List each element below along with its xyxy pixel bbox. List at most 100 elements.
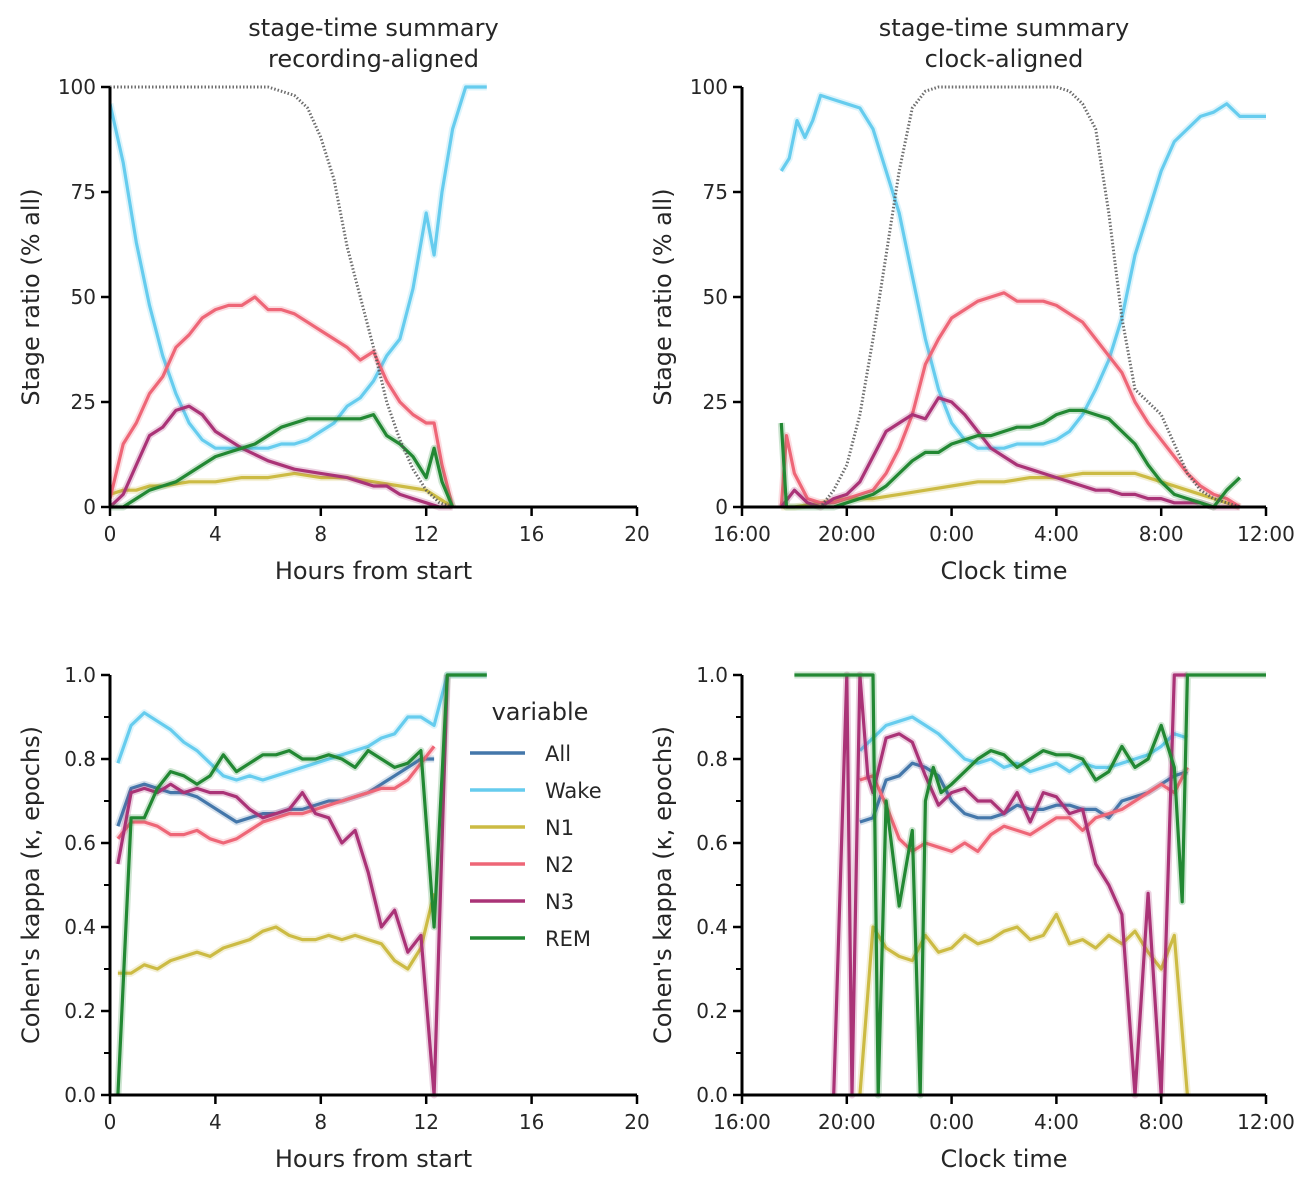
x-tick-label: 16 — [519, 1110, 544, 1134]
y-tick-label: 50 — [71, 285, 96, 309]
y-tick-label: 0.4 — [696, 915, 728, 939]
legend-label-n2: N2 — [545, 853, 574, 877]
x-tick-label: 0 — [104, 1110, 117, 1134]
y-tick-label: 25 — [71, 390, 96, 414]
chart-title-line: recording-aligned — [268, 45, 479, 73]
y-tick-label: 75 — [703, 180, 728, 204]
chart-title-line: stage-time summary — [879, 14, 1129, 42]
series-line-n3 — [110, 404, 453, 509]
y-tick-label: 1.0 — [696, 663, 728, 687]
y-tick-label: 0.2 — [696, 999, 728, 1023]
series-group — [794, 671, 1266, 1099]
x-tick-label: 0:00 — [929, 522, 974, 546]
series-line-n2 — [110, 295, 455, 508]
legend-label-n3: N3 — [545, 890, 574, 914]
legend: variable All Wake N1 N2 N3 REM — [470, 698, 602, 951]
panel-2: 16:00 20:00 0:00 4:00 8:00 12:00 0 25 50 75 100 Clo… — [649, 14, 1295, 585]
x-tick-label: 0:00 — [929, 1110, 974, 1134]
y-tick-label: 0 — [83, 495, 96, 519]
y-tick-label: 75 — [71, 180, 96, 204]
x-tick-label: 20 — [624, 522, 649, 546]
y-axis-label: Cohen's kappa (κ, epochs) — [649, 726, 677, 1044]
series-line-wake — [110, 85, 487, 450]
legend-label-wake: Wake — [545, 779, 602, 803]
y-tick-label: 0.2 — [64, 999, 96, 1023]
y-axis-label: Cohen's kappa (κ, epochs) — [17, 726, 45, 1044]
x-tick-label: 4:00 — [1034, 522, 1079, 546]
y-axis-label: Stage ratio (% all) — [17, 188, 45, 405]
ci-band-n1 — [117, 892, 438, 977]
y-tick-label: 100 — [58, 75, 96, 99]
series-line-rem — [779, 408, 1241, 509]
chart-title-line: stage-time summary — [248, 14, 498, 42]
legend-label-n1: N1 — [545, 816, 574, 840]
x-tick-label: 12:00 — [1237, 1110, 1295, 1134]
x-tick-label: 4 — [209, 1110, 222, 1134]
x-tick-label: 12:00 — [1237, 522, 1295, 546]
y-tick-label: 50 — [703, 285, 728, 309]
series-line-wake — [116, 673, 487, 782]
series-line-n1 — [117, 893, 436, 975]
series-line-n3 — [780, 396, 1240, 509]
y-tick-label: 0.8 — [64, 747, 96, 771]
x-tick-label: 20:00 — [818, 522, 876, 546]
series-group — [777, 85, 1266, 511]
panel-1: 0 4 8 12 16 20 0 25 50 75 100 Hours from start Stage… — [17, 14, 650, 585]
y-tick-label: 1.0 — [64, 663, 96, 687]
panel-3: 0 4 8 12 16 20 0.0 0.2 0.4 0.6 0.8 1.0 Hours from st… — [17, 663, 650, 1173]
y-tick-label: 25 — [703, 390, 728, 414]
y-axis-label: Stage ratio (% all) — [649, 188, 677, 405]
series-group — [110, 83, 487, 511]
series-line-rem — [110, 413, 455, 509]
x-tick-label: 8 — [314, 1110, 327, 1134]
series-line-n3 — [116, 674, 449, 1097]
y-tick-label: 0.6 — [696, 831, 728, 855]
x-axis-label: Hours from start — [275, 1145, 472, 1173]
x-tick-label: 4:00 — [1034, 1110, 1079, 1134]
ci-band-n3 — [114, 674, 451, 1099]
series-line-wake — [858, 715, 1188, 774]
x-tick-label: 4 — [209, 522, 222, 546]
x-axis-label: Clock time — [940, 557, 1067, 585]
x-tick-label: 8 — [314, 522, 327, 546]
y-tick-label: 0.8 — [696, 747, 728, 771]
panel-4: 16:00 20:00 0:00 4:00 8:00 12:00 0.0 0.2 0.4 0.6 0… — [649, 663, 1295, 1173]
series-line-n2 — [779, 291, 1241, 509]
legend-label-all: All — [545, 742, 571, 766]
ci-band-wake — [110, 83, 487, 452]
chart-title-line: clock-aligned — [925, 45, 1084, 73]
ci-band-wake — [778, 91, 1266, 452]
y-tick-label: 100 — [690, 75, 728, 99]
ci-band-n1 — [110, 469, 455, 510]
legend-label-rem: REM — [545, 927, 591, 951]
x-tick-label: 16 — [519, 522, 544, 546]
x-tick-label: 12 — [413, 1110, 438, 1134]
legend-title: variable — [492, 698, 589, 726]
series-line-n3 — [832, 673, 1188, 1097]
y-tick-label: 0.6 — [64, 831, 96, 855]
series-line-wake — [779, 93, 1266, 450]
x-tick-label: 16:00 — [713, 1110, 771, 1134]
x-tick-label: 8:00 — [1139, 1110, 1184, 1134]
x-tick-label: 8:00 — [1139, 522, 1184, 546]
ci-band-n3 — [110, 402, 453, 511]
series-line-gray — [110, 85, 454, 509]
ci-band-n2 — [777, 289, 1242, 510]
series-line-n2 — [116, 745, 436, 845]
y-tick-label: 0.0 — [64, 1083, 96, 1107]
series-group — [114, 671, 487, 1099]
x-tick-label: 20:00 — [818, 1110, 876, 1134]
x-tick-label: 0 — [104, 522, 117, 546]
series-line-n1 — [110, 471, 454, 509]
x-tick-label: 16:00 — [713, 522, 771, 546]
x-tick-label: 20 — [624, 1110, 649, 1134]
y-tick-label: 0.0 — [696, 1083, 728, 1107]
ci-band-wake — [114, 671, 487, 784]
series-line-rem — [794, 673, 1266, 1097]
series-line-rem — [116, 673, 487, 1096]
x-axis-label: Hours from start — [275, 557, 472, 585]
x-tick-label: 12 — [413, 522, 438, 546]
y-tick-label: 0.4 — [64, 915, 96, 939]
x-axis-label: Clock time — [940, 1145, 1067, 1173]
